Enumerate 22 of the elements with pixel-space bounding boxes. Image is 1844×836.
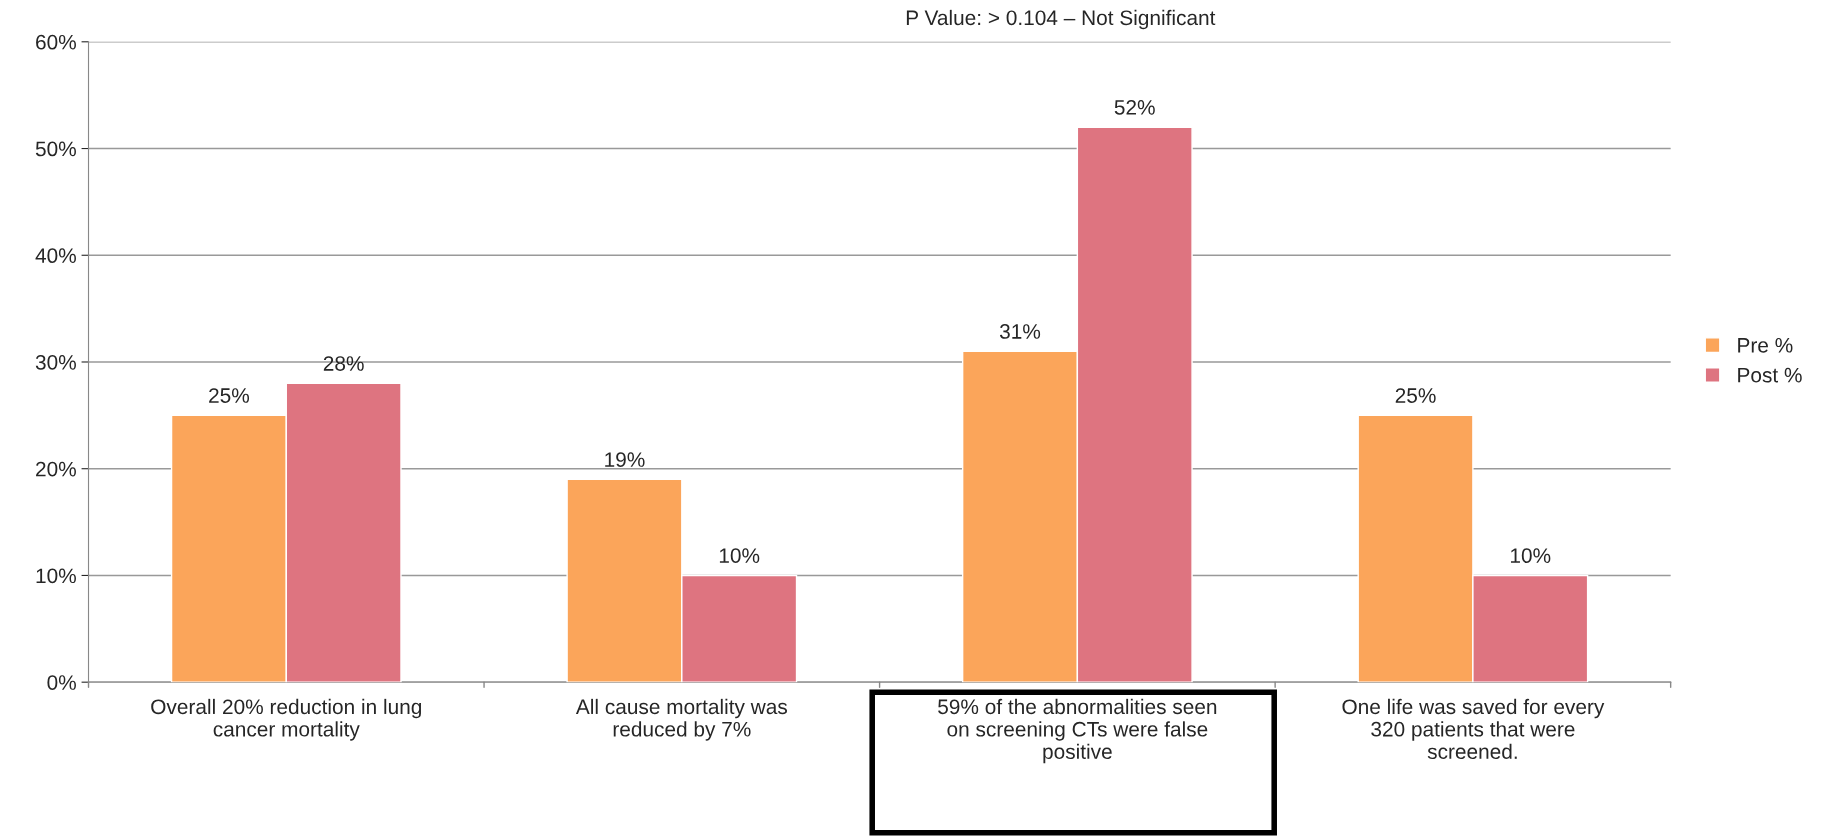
data-label: 25% [209,388,250,403]
legend-label: Pre % [1738,338,1793,353]
y-tick-label: 20% [36,461,76,477]
y-tick-label: 50% [35,141,76,157]
data-label: 19% [605,452,645,467]
x-tick-label: 59% of the abnormalities seen on screening CTs were false positive [938,698,1217,764]
data-label: 10% [1510,548,1551,563]
y-tick-label: 40% [35,248,76,264]
x-tick-label: All cause mortality was reduced by 7% [575,698,788,741]
data-label: 10% [719,548,760,563]
legend-label: Post % [1738,367,1802,383]
x-tick-label: Overall 20% reduction in lung cancer mortality [151,698,422,741]
y-tick-label: 10% [36,568,76,584]
y-tick-label: 30% [35,354,76,370]
y-tick-label: 60% [36,34,76,50]
data-label: 28% [323,356,364,371]
data-label: 52% [1114,99,1155,115]
y-tick-label: 0% [47,675,76,690]
text: P Value: > 0.104 – Not Significant [906,9,1216,30]
data-label: 31% [999,324,1041,339]
data-label: 25% [1395,388,1436,403]
x-tick-label: One life was saved for every 320 patients that were screened. [1342,698,1605,760]
